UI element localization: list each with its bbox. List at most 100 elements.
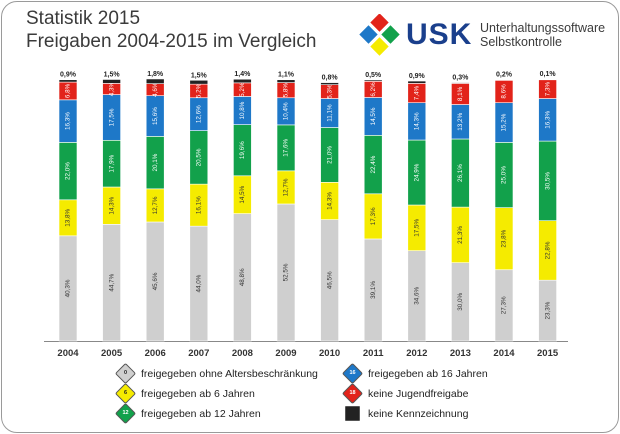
usk-usk16-rating-icon: 16 — [341, 362, 364, 385]
data-label-usk0-2015: 23,3% — [544, 301, 551, 319]
x-tick-label-2015: 2015 — [537, 348, 559, 359]
bar-stack-2012: 34,6% 17,5% 24,9% 14,3% 7,4% 0,9% — [407, 73, 427, 342]
data-label-usk0-2011: 39,1% — [370, 281, 377, 299]
bar-segment-none-2014 — [494, 79, 514, 81]
data-label-usk18-2006: 4,6% — [152, 82, 159, 97]
bar-segment-none-2008 — [233, 78, 252, 84]
bar-segment-none-2011 — [363, 79, 383, 82]
legend-label-none: keine Kennzeichnung — [368, 407, 469, 420]
bar-stack-2006: 45,6% 12,7% 20,1% 15,6% 4,6% 1,8% — [145, 71, 165, 342]
x-tick-label-2013: 2013 — [450, 348, 471, 359]
legend-label-usk18: keine Jugendfreigabe — [368, 387, 469, 400]
data-label-usk12-2015: 30,5% — [544, 172, 551, 190]
bar-segment-none-2007 — [189, 79, 209, 85]
bar-segment-none-2010 — [320, 82, 339, 85]
bar-stack-2007: 44,0% 16,1% 20,5% 12,6% 5,2% 1,5% — [189, 72, 209, 342]
usk-logo: USK Unterhaltungssoftware Selbstkontroll… — [358, 14, 608, 62]
data-label-none-2009: 1,1% — [278, 72, 295, 79]
bar-segment-none-2006 — [145, 78, 165, 84]
data-label-usk12-2004: 22,0% — [65, 162, 72, 180]
legend-item-usk18: 18 keine Jugendfreigabe — [341, 382, 469, 405]
data-label-usk0-2012: 34,6% — [413, 287, 420, 305]
bar-stack-2008: 48,8% 14,5% 19,6% 10,8% 5,2% 1,4% — [233, 71, 252, 342]
legend-item-usk0: 0 freigegeben ohne Altersbeschränkung — [114, 362, 318, 385]
data-label-usk0-2004: 40,3% — [65, 279, 72, 297]
data-label-usk16-2004: 16,3% — [65, 112, 72, 130]
data-label-usk6-2014: 23,8% — [501, 229, 508, 247]
data-label-usk16-2010: 11,1% — [326, 104, 333, 122]
data-label-none-2004: 0,9% — [60, 72, 77, 79]
data-label-usk6-2009: 12,7% — [283, 178, 290, 196]
data-label-none-2015: 0,1% — [540, 71, 557, 78]
usk-usk6-rating-icon: 6 — [114, 382, 137, 405]
data-label-usk0-2014: 27,3% — [501, 296, 508, 314]
usk-subtitle-line-2: Selbstkontrolle — [480, 35, 562, 49]
bar-stack-2014: 27,3% 23,8% 25,0% 15,2% 8,6% 0,2% — [494, 72, 514, 342]
data-label-usk16-2011: 14,5% — [370, 107, 377, 125]
data-label-usk0-2009: 52,5% — [283, 263, 290, 281]
x-tick-label-2011: 2011 — [363, 348, 384, 359]
data-label-usk16-2009: 10,4% — [283, 102, 290, 120]
legend-label-usk12: freigegeben ab 12 Jahren — [141, 407, 261, 420]
data-label-usk0-2013: 30,0% — [457, 293, 464, 311]
data-label-none-2006: 1,8% — [147, 71, 164, 78]
data-label-usk12-2006: 20,1% — [152, 153, 159, 171]
bar-stack-2010: 46,5% 14,3% 21,0% 11,1% 5,3% 0,8% — [320, 75, 339, 342]
bar-segment-none-2009 — [276, 79, 296, 83]
bar-segment-none-2005 — [102, 79, 121, 84]
legend-item-none: keine Kennzeichnung — [345, 406, 468, 421]
data-label-usk18-2013: 8,1% — [457, 86, 464, 101]
data-label-usk18-2015: 7,3% — [544, 81, 551, 96]
legend-label-usk0: freigegeben ohne Altersbeschränkung — [141, 367, 318, 380]
legend-item-usk6: 6 freigegeben ab 6 Jahren — [114, 382, 255, 405]
data-label-usk16-2012: 14,3% — [413, 112, 420, 130]
data-label-none-2007: 1,5% — [191, 72, 208, 79]
data-label-usk16-2007: 12,6% — [195, 105, 202, 123]
data-label-usk6-2008: 14,5% — [239, 185, 246, 203]
x-tick-label-2014: 2014 — [493, 348, 515, 359]
data-label-usk0-2008: 48,8% — [239, 268, 246, 286]
data-label-usk18-2007: 5,2% — [195, 83, 202, 98]
data-label-usk6-2005: 14,3% — [108, 196, 115, 214]
data-label-usk0-2006: 45,6% — [152, 272, 159, 290]
x-tick-label-2007: 2007 — [188, 348, 209, 359]
bar-stack-2009: 52,5% 12,7% 17,6% 10,4% 5,8% 1,1% — [276, 72, 296, 342]
data-label-usk6-2004: 13,8% — [65, 208, 72, 226]
data-label-usk6-2013: 21,3% — [457, 226, 464, 244]
bar-stack-2005: 44,7% 14,3% 17,9% 17,5% 4,3% 1,5% — [102, 71, 121, 342]
data-label-usk12-2014: 25,0% — [501, 166, 508, 184]
data-label-usk6-2006: 12,7% — [152, 196, 159, 214]
legend-item-usk12: 12 freigegeben ab 12 Jahren — [114, 402, 261, 425]
data-label-usk16-2013: 13,2% — [457, 112, 464, 130]
data-label-usk18-2012: 7,4% — [413, 85, 420, 100]
x-tick-label-2005: 2005 — [101, 348, 123, 359]
bar-stack-2015: 23,3% 22,8% 30,5% 16,3% 7,3% 0,1% — [538, 71, 557, 342]
usk-none-rating-icon — [345, 406, 360, 421]
data-label-usk16-2006: 15,6% — [152, 107, 159, 125]
data-label-usk6-2010: 14,3% — [326, 192, 333, 210]
data-label-usk6-2011: 17,3% — [370, 207, 377, 225]
usk-usk12-rating-icon: 12 — [114, 402, 137, 425]
data-label-usk6-2015: 22,8% — [544, 241, 551, 259]
data-label-usk6-2007: 16,1% — [195, 196, 202, 214]
usk-logo-diamonds-icon — [359, 14, 400, 56]
bar-stack-2011: 39,1% 17,3% 22,4% 14,5% 6,2% 0,5% — [363, 72, 383, 342]
usk-subtitle-line-1: Unterhaltungssoftware — [480, 21, 606, 35]
data-label-usk12-2008: 19,6% — [239, 141, 246, 159]
data-label-usk18-2011: 6,2% — [370, 82, 377, 97]
data-label-usk16-2014: 15,2% — [501, 113, 508, 131]
bar-stack-2004: 40,3% 13,8% 22,0% 16,3% 6,8% 0,9% — [58, 72, 78, 342]
bar-segment-none-2015 — [538, 78, 557, 81]
data-label-usk12-2009: 17,6% — [283, 139, 290, 157]
data-label-usk0-2005: 44,7% — [108, 273, 115, 291]
data-label-usk18-2010: 5,3% — [326, 84, 333, 99]
data-label-usk0-2010: 46,5% — [326, 271, 333, 289]
data-label-usk16-2005: 17,5% — [108, 108, 115, 126]
data-label-usk12-2007: 20,5% — [195, 148, 202, 166]
data-label-usk16-2015: 16,3% — [544, 110, 551, 128]
legend-label-usk6: freigegeben ab 6 Jahren — [141, 387, 255, 400]
data-label-usk12-2012: 24,9% — [413, 163, 420, 181]
legend-item-usk16: 16 freigegeben ab 16 Jahren — [341, 362, 488, 385]
data-label-usk18-2014: 8,6% — [501, 84, 508, 99]
